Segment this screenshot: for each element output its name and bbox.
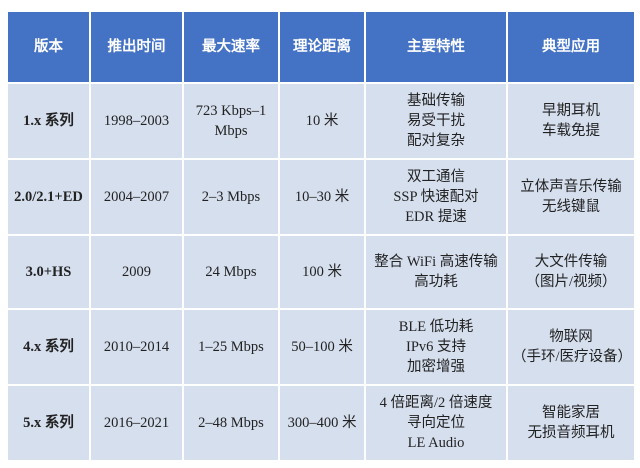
apps-cell: 物联网 （手环/医疗设备） [506, 307, 636, 386]
date-cell: 2004–2007 [89, 158, 184, 237]
version-cell: 1.x 系列 [6, 81, 91, 161]
range-cell: 50–100 米 [278, 307, 366, 386]
apps-cell-line: 无损音频耳机 [527, 424, 615, 441]
apps-cell-line: 立体声音乐传输 [520, 179, 622, 196]
features-cell-line: LE Audio [407, 434, 465, 451]
date-cell: 1998–2003 [89, 81, 184, 161]
apps-cell-line: 早期耳机 [542, 103, 600, 120]
table-row: 1.x 系列 1998–2003 723 Kbps–1 Mbps 10 米基础传输 易受干… [6, 81, 636, 161]
speed-cell: 723 Kbps–1 Mbps [182, 81, 280, 161]
features-cell: 基础传输易受干扰配对复杂 [364, 81, 508, 161]
speed-cell: 2–48 Mbps [182, 383, 280, 463]
features-cell: BLE 低功耗 IPv6 支持 加密增强 [364, 307, 508, 386]
apps-cell-line: （手环/医疗设备） [512, 348, 633, 365]
apps-cell: 早期耳机 车载免提 [506, 81, 636, 161]
features-cell-line: 寻向定位 [407, 414, 465, 431]
speed-cell-line: 1–25 Mbps [198, 338, 264, 355]
features-cell-line: 易受干扰 [407, 113, 465, 130]
table-row: 4.x 系列 2010–2014 1–25 Mbps 50–100 米 BLE 低功耗 I… [6, 307, 636, 386]
features-cell-line: SSP 快速配对 [393, 189, 479, 206]
features-cell-line: 高功耗 [414, 273, 458, 290]
date-cell: 2009 [89, 234, 184, 310]
speed-cell-line: 2–48 Mbps [198, 414, 264, 431]
speed-cell-line: Mbps [214, 123, 248, 140]
features-cell-line: 配对复杂 [407, 133, 465, 150]
header-row: 版本 推出时间 最大速率 理论距离 主要特性 典型应用 [6, 10, 636, 84]
apps-cell: 大文件传输 （图片/视频） [506, 234, 636, 310]
header-date: 推出时间 [89, 10, 184, 84]
speed-cell: 24 Mbps [182, 234, 280, 310]
features-cell-line: 整合 WiFi 高速传输 [374, 253, 498, 270]
version-cell: 3.0+HS [6, 234, 91, 310]
features-cell-line: EDR 提速 [405, 209, 467, 226]
bluetooth-versions-table: 版本 推出时间 最大速率 理论距离 主要特性 典型应用 1.x 系列 1998–2… [6, 10, 636, 463]
version-cell: 5.x 系列 [6, 383, 91, 463]
date-cell: 2010–2014 [89, 307, 184, 386]
header-version: 版本 [6, 10, 91, 84]
table-row: 2.0/2.1+ED 2004–2007 2–3 Mbps 10–30 米 双工通信 SS… [6, 158, 636, 237]
speed-cell-line: 723 Kbps–1 [195, 103, 267, 120]
features-cell-line: IPv6 支持 [405, 338, 467, 355]
apps-cell: 智能家居无损音频耳机 [506, 383, 636, 463]
apps-cell-line: 车载免提 [542, 123, 600, 140]
apps-cell-line: 物联网 [549, 328, 593, 345]
speed-cell-line: 2–3 Mbps [201, 189, 261, 206]
features-cell: 整合 WiFi 高速传输 高功耗 [364, 234, 508, 310]
range-cell: 10 米 [278, 81, 366, 161]
features-cell: 4 倍距离/2 倍速度 寻向定位 LE Audio [364, 383, 508, 463]
apps-cell-line: （图片/视频） [525, 273, 617, 290]
features-cell-line: 加密增强 [407, 358, 465, 375]
header-speed: 最大速率 [182, 10, 280, 84]
apps-cell: 立体声音乐传输 无线键鼠 [506, 158, 636, 237]
features-cell-line: 双工通信 [407, 169, 465, 186]
range-cell: 10–30 米 [278, 158, 366, 237]
features-cell-line: 基础传输 [407, 93, 465, 110]
apps-cell-line: 大文件传输 [534, 253, 608, 270]
version-cell: 2.0/2.1+ED [6, 158, 91, 237]
speed-cell-line: 24 Mbps [205, 263, 257, 280]
range-cell: 100 米 [278, 234, 366, 310]
speed-cell: 2–3 Mbps [182, 158, 280, 237]
apps-cell-line: 智能家居 [542, 404, 600, 421]
header-features: 主要特性 [364, 10, 508, 84]
apps-cell-line: 无线键鼠 [542, 199, 600, 216]
speed-cell: 1–25 Mbps [182, 307, 280, 386]
table-row: 3.0+HS 2009 24 Mbps 100 米整合 WiFi 高速传输 高功耗 大文件… [6, 234, 636, 310]
version-cell: 4.x 系列 [6, 307, 91, 386]
range-cell: 300–400 米 [278, 383, 366, 463]
header-apps: 典型应用 [506, 10, 636, 84]
features-cell-line: BLE 低功耗 [398, 318, 474, 335]
features-cell-line: 4 倍距离/2 倍速度 [379, 394, 493, 411]
date-cell: 2016–2021 [89, 383, 184, 463]
header-range: 理论距离 [278, 10, 366, 84]
features-cell: 双工通信 SSP 快速配对 EDR 提速 [364, 158, 508, 237]
